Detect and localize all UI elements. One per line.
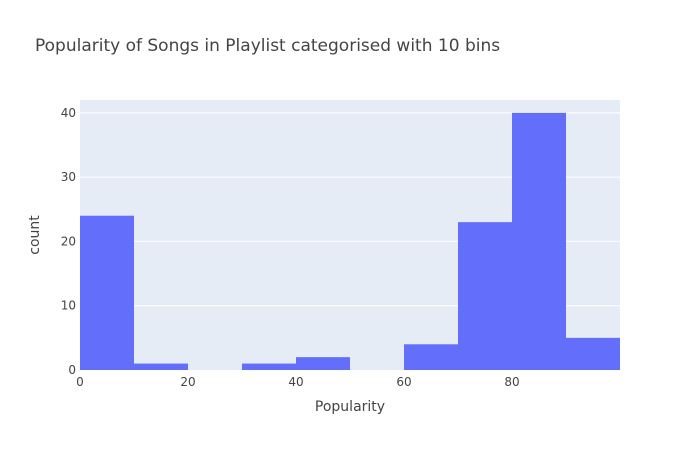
histogram-bar[interactable] [296,357,350,370]
histogram-bar[interactable] [566,337,620,370]
x-tick-label: 20 [180,375,195,389]
histogram-bar[interactable] [80,215,134,370]
y-tick-label: 10 [61,299,76,313]
histogram-bar[interactable] [134,363,188,370]
y-axis-title: count [27,215,43,255]
y-tick-label: 30 [61,170,76,184]
x-tick-label: 60 [396,375,411,389]
y-axis-ticks: 0 10 20 30 40 [61,106,76,377]
y-tick-label: 20 [61,234,76,248]
histogram-bar[interactable] [242,363,296,370]
y-tick-label: 0 [68,363,76,377]
histogram-bar[interactable] [404,344,458,370]
chart-title: Popularity of Songs in Playlist categori… [35,36,500,56]
histogram-bar[interactable] [458,222,512,370]
x-tick-label: 80 [504,375,519,389]
x-axis-ticks: 0 20 40 60 80 [76,375,519,389]
x-axis-title: Popularity [315,399,385,415]
x-tick-label: 40 [288,375,303,389]
histogram-bar[interactable] [512,112,566,370]
bars [80,112,620,370]
x-tick-label: 0 [76,375,84,389]
y-tick-label: 40 [61,106,76,120]
